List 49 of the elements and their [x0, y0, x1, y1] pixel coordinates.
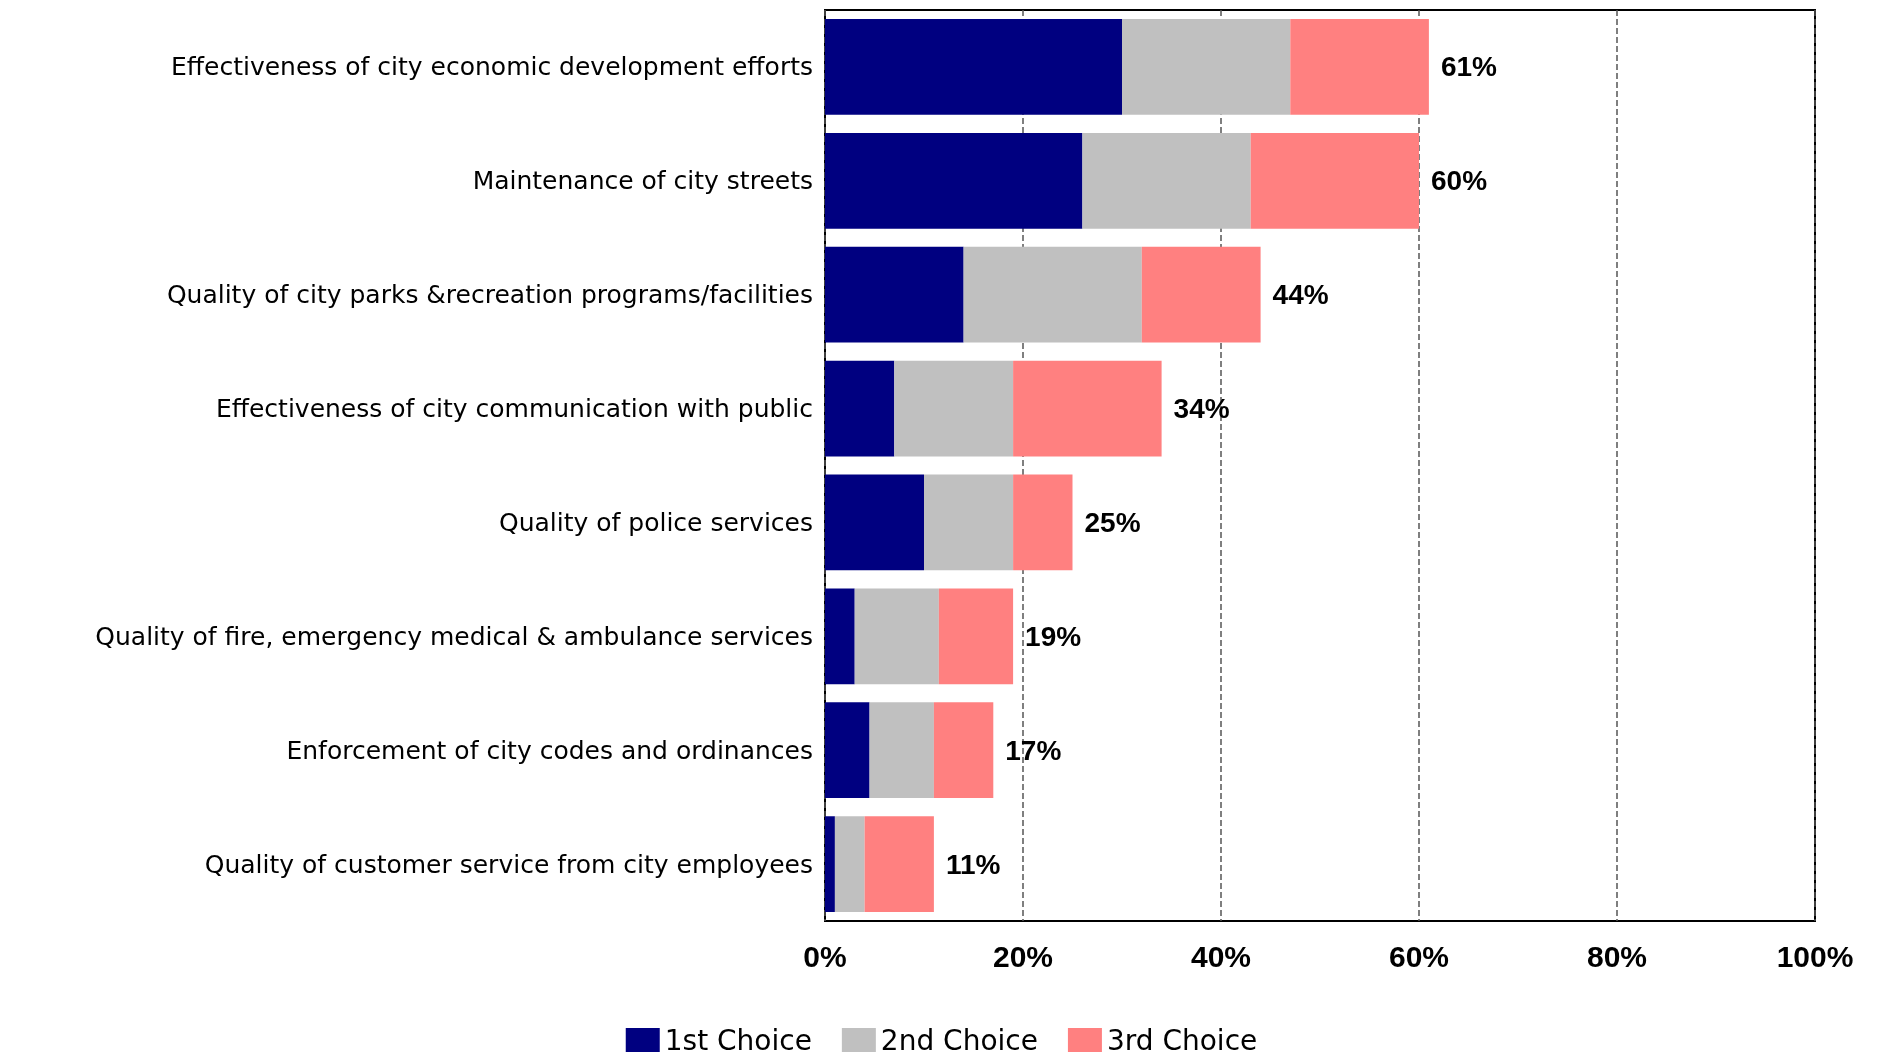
x-tick-label: 0%	[803, 939, 847, 973]
bar	[1141, 246, 1261, 343]
x-tick-label: 40%	[1190, 939, 1252, 973]
bar	[924, 474, 1014, 571]
total-label: 60%	[1431, 165, 1488, 197]
bar	[864, 816, 934, 912]
bar	[1290, 19, 1429, 115]
y-tick-label: Quality of city parks &recreation programs/facilities	[166, 280, 813, 310]
bar	[963, 246, 1142, 343]
y-tick-label: Enforcement of city codes and ordinances	[286, 735, 813, 765]
bar	[1013, 360, 1162, 457]
legend-label: 3rd Choice	[1106, 1023, 1258, 1057]
bar	[1013, 474, 1073, 571]
total-label: 11%	[945, 848, 1001, 880]
x-tick-label: 100%	[1776, 939, 1854, 973]
legend-label: 2nd Choice	[880, 1023, 1038, 1057]
bar	[825, 246, 964, 343]
total-label: 61%	[1440, 51, 1498, 83]
bar	[854, 588, 939, 685]
bar	[938, 588, 1014, 685]
bar	[825, 132, 1083, 229]
bar	[825, 702, 870, 799]
x-tick-label: 20%	[992, 939, 1054, 973]
total-label: 34%	[1173, 393, 1230, 425]
bar	[825, 360, 895, 457]
bar	[825, 19, 1122, 115]
bar	[869, 702, 934, 799]
total-label: 17%	[1005, 734, 1062, 766]
y-tick-label: Effectiveness of city economic development efforts	[171, 52, 813, 82]
x-tick-label: 60%	[1388, 939, 1450, 973]
bar	[825, 588, 855, 685]
bar	[825, 474, 924, 571]
y-tick-label: Effectiveness of city communication with public	[215, 394, 813, 424]
bar	[834, 816, 865, 912]
y-tick-label: Quality of customer service from city employees	[204, 849, 813, 879]
bar	[933, 702, 994, 799]
y-tick-label: Quality of police services	[498, 507, 813, 537]
x-tick-label: 80%	[1586, 939, 1648, 973]
total-label: 19%	[1025, 620, 1082, 652]
bar	[894, 360, 1014, 457]
bar	[825, 816, 835, 912]
total-label: 25%	[1084, 506, 1141, 538]
y-tick-label: Quality of fire, emergency medical & ambulance services	[95, 621, 813, 651]
bar	[1082, 132, 1251, 229]
bar	[1250, 132, 1419, 229]
bar	[1122, 19, 1291, 115]
total-label: 44%	[1272, 279, 1329, 311]
y-tick-label: Maintenance of city streets	[472, 166, 813, 196]
legend-label: 1st Choice	[664, 1023, 812, 1057]
